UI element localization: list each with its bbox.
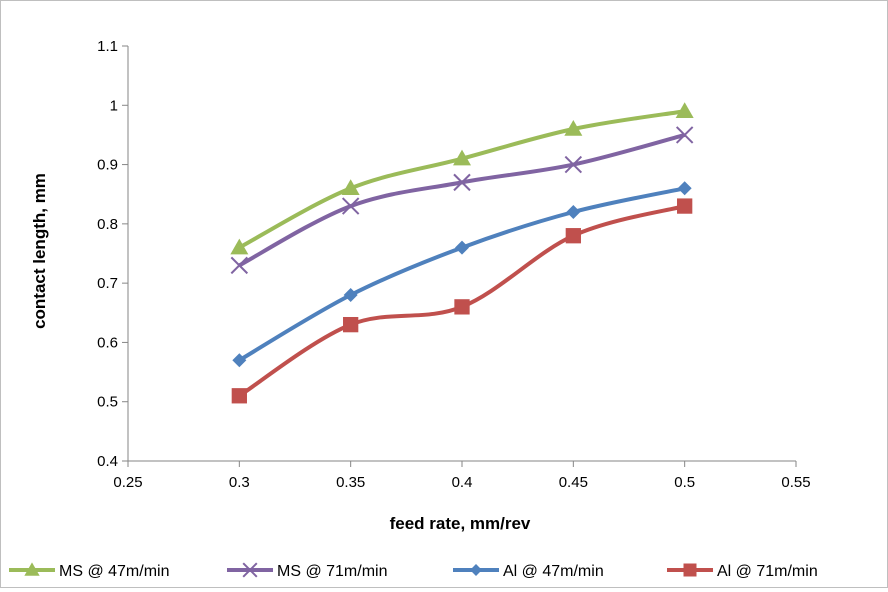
y-tick-label: 0.8 bbox=[97, 216, 118, 233]
y-tick-label: 0.4 bbox=[97, 453, 118, 470]
legend-item: MS @ 47m/min bbox=[9, 562, 169, 580]
x-tick-label: 0.4 bbox=[452, 474, 473, 491]
legend-item: Al @ 47m/min bbox=[453, 563, 604, 580]
x-marker-stroke bbox=[341, 197, 360, 215]
y-tick-label: 0.5 bbox=[97, 394, 118, 411]
y-tick-label: 0.7 bbox=[97, 275, 118, 292]
data-point bbox=[453, 149, 471, 166]
data-point bbox=[565, 228, 581, 244]
legend-item: Al @ 71m/min bbox=[667, 563, 818, 580]
series-al-71m-min bbox=[231, 198, 693, 404]
data-point bbox=[564, 155, 583, 174]
series-line bbox=[238, 186, 686, 362]
data-point bbox=[230, 256, 249, 275]
x-tick-label: 0.45 bbox=[559, 474, 588, 491]
data-point bbox=[341, 179, 360, 196]
legend-marker bbox=[242, 562, 258, 578]
x-tick-label: 0.55 bbox=[781, 474, 810, 491]
x-marker-stroke bbox=[242, 562, 258, 578]
data-point bbox=[230, 238, 249, 255]
data-point bbox=[677, 198, 693, 214]
legend-item: MS @ 71m/min bbox=[227, 562, 387, 580]
y-tick-label: 0.9 bbox=[97, 157, 118, 174]
legend-marker bbox=[683, 563, 697, 577]
data-point bbox=[232, 353, 247, 368]
legend-marker bbox=[470, 564, 482, 576]
legend-marker bbox=[24, 562, 40, 576]
data-point bbox=[343, 316, 359, 333]
data-point bbox=[454, 299, 470, 315]
x-tick-label: 0.25 bbox=[113, 474, 142, 491]
data-point bbox=[341, 197, 360, 215]
x-marker-stroke bbox=[564, 155, 583, 174]
data-point bbox=[455, 240, 469, 255]
x-marker-stroke bbox=[675, 126, 694, 144]
data-point bbox=[343, 288, 358, 302]
x-marker-stroke bbox=[453, 173, 471, 192]
data-point bbox=[453, 173, 471, 192]
axes: 0.4 0.5 0.6 0.7 0.8 0.9 1 1.1 0.25 0.3 0.35 0.4 0.45… bbox=[97, 38, 810, 491]
x-tick-label: 0.35 bbox=[336, 474, 365, 491]
x-axis-label: feed rate, mm/rev bbox=[390, 514, 531, 533]
legend: MS @ 47m/min MS @ 71m/min Al @ 47m/min Al @… bbox=[9, 562, 818, 580]
y-tick-label: 1.1 bbox=[97, 38, 118, 55]
series-ms-71m-min bbox=[230, 126, 694, 275]
legend-label: Al @ 47m/min bbox=[503, 563, 604, 580]
legend-label: MS @ 71m/min bbox=[277, 563, 387, 580]
x-tick-label: 0.5 bbox=[674, 474, 695, 491]
y-axis-label: contact length, mm bbox=[30, 173, 49, 329]
legend-label: Al @ 71m/min bbox=[717, 563, 818, 580]
data-point bbox=[566, 205, 581, 219]
series-al-47m-min bbox=[232, 181, 692, 368]
x-tick-label: 0.3 bbox=[229, 474, 250, 491]
data-point bbox=[677, 181, 692, 196]
legend-label: MS @ 47m/min bbox=[59, 563, 169, 580]
data-point bbox=[231, 388, 247, 404]
y-tick-label: 1 bbox=[110, 97, 118, 114]
series-ms-47m-min bbox=[230, 102, 694, 255]
data-point bbox=[675, 126, 694, 144]
y-tick-label: 0.6 bbox=[97, 334, 118, 351]
x-marker-stroke bbox=[230, 256, 249, 275]
series-layer bbox=[230, 102, 694, 404]
data-point bbox=[675, 102, 694, 118]
data-point bbox=[564, 120, 583, 136]
